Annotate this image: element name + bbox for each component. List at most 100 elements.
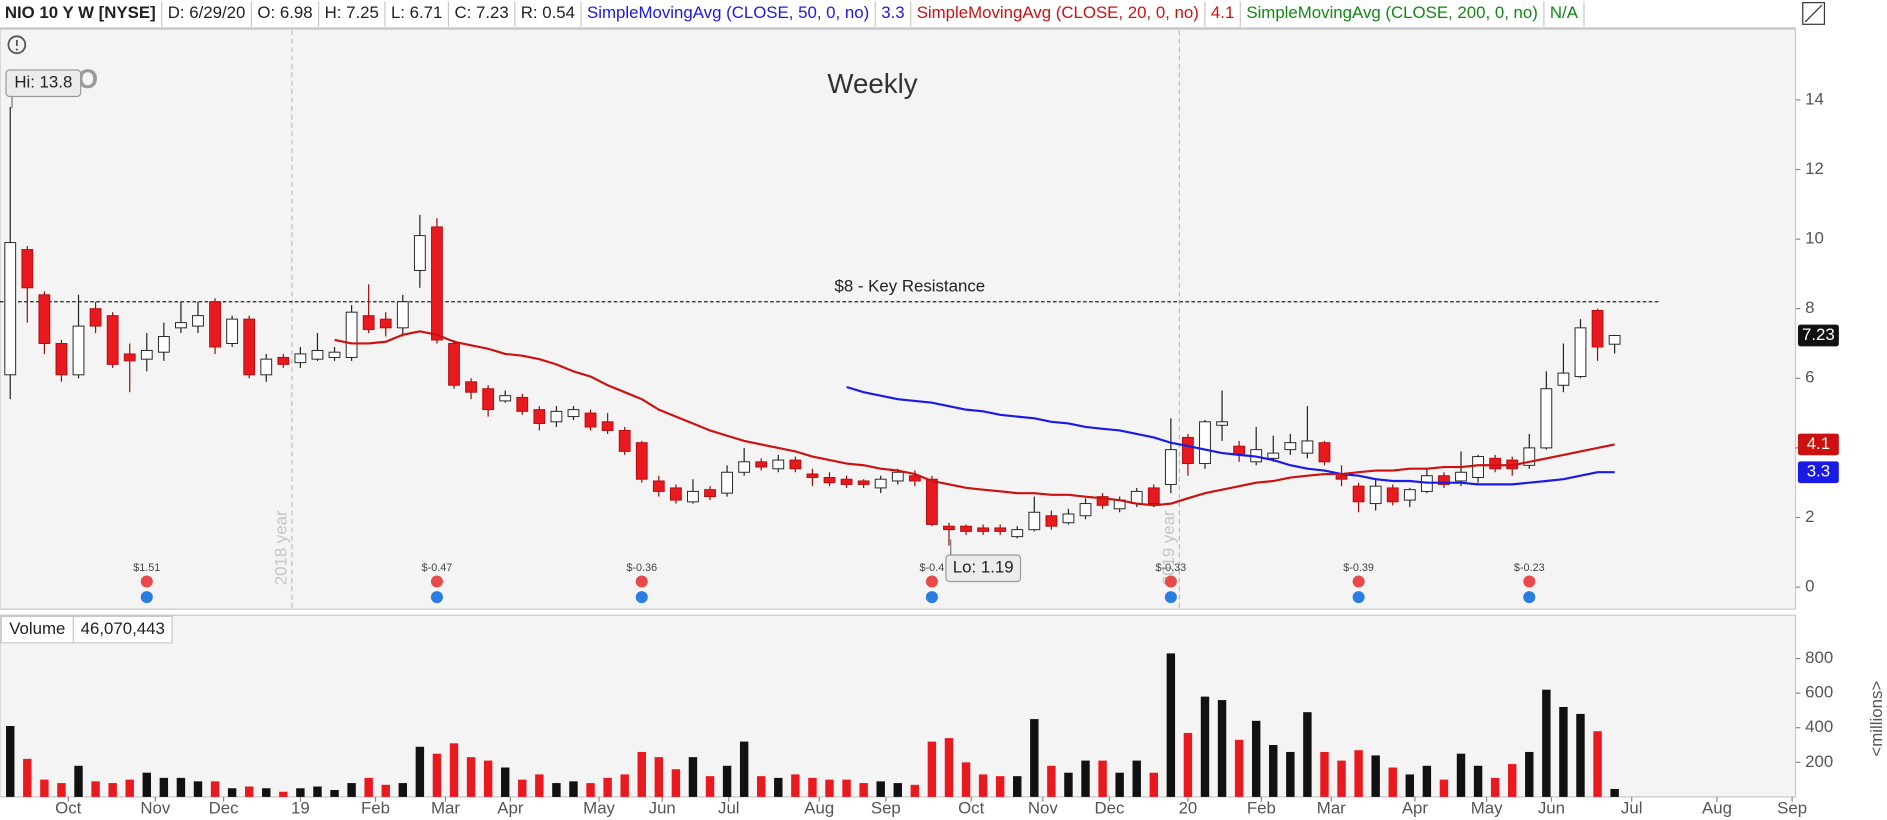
event-icon xyxy=(1352,591,1365,604)
x-tick-label: Mar xyxy=(431,798,460,817)
hi-box xyxy=(5,69,82,98)
volume-bar xyxy=(176,777,186,797)
volume-label-box xyxy=(0,615,75,644)
settings-icon[interactable] xyxy=(1802,2,1826,25)
volume-bar xyxy=(586,783,595,797)
volume-bar xyxy=(23,758,32,797)
volume-bar xyxy=(1200,696,1210,797)
volume-bar xyxy=(876,781,885,797)
candle-body xyxy=(72,325,85,376)
year-label: 2019 year xyxy=(1159,510,1178,585)
volume-bar xyxy=(1490,777,1500,797)
y-tick-label: 8 xyxy=(1805,298,1814,317)
volume-bar xyxy=(125,779,134,797)
candle-body xyxy=(1301,440,1314,454)
earnings-icon xyxy=(925,575,938,588)
candle-body xyxy=(1574,327,1587,378)
volume-bar xyxy=(535,774,544,797)
volume-bar xyxy=(1098,760,1107,797)
candle-body xyxy=(1284,442,1297,451)
volume-bar xyxy=(432,753,442,797)
volume-bar xyxy=(227,788,237,797)
x-tick-label: Apr xyxy=(497,798,524,817)
candle-body xyxy=(175,322,187,329)
candle-body xyxy=(1403,489,1416,501)
volume-bar xyxy=(910,784,920,797)
header-title: NIO 10 Y W [NYSE] xyxy=(5,3,156,22)
volume-bar xyxy=(637,751,646,797)
lo-box xyxy=(945,554,1022,583)
candle-body xyxy=(1216,421,1228,426)
candle-body xyxy=(755,461,768,468)
volume-bar xyxy=(1132,760,1141,797)
candle-body xyxy=(396,301,409,329)
volume-bar xyxy=(262,788,271,797)
candle-body xyxy=(38,294,51,344)
candle-body xyxy=(908,475,921,482)
volume-panel xyxy=(0,614,1797,798)
x-tick-label: 19 xyxy=(291,798,310,817)
volume-bar xyxy=(1439,779,1449,797)
moving-average-line xyxy=(846,385,1615,486)
settings-slash xyxy=(1804,4,1823,23)
volume-bar xyxy=(654,757,664,797)
candle-body xyxy=(840,478,853,485)
volume-bar xyxy=(774,777,783,797)
candle-body xyxy=(533,409,546,425)
legend-reading: 4.1 xyxy=(1211,3,1234,22)
candle-body xyxy=(977,527,990,532)
candle-body xyxy=(994,527,1007,532)
candle-body xyxy=(1079,503,1092,517)
earnings-label: $1.51 xyxy=(133,562,160,574)
candle-body xyxy=(89,308,102,327)
x-tick-label: 20 xyxy=(1179,798,1198,817)
candle-body xyxy=(1472,456,1484,478)
settings-box[interactable] xyxy=(1802,2,1826,25)
volume-bar xyxy=(279,791,288,797)
candle-body xyxy=(789,459,802,470)
volume-bar xyxy=(1234,739,1244,797)
volume-bar xyxy=(1286,751,1295,797)
volume-bar xyxy=(808,777,817,797)
volume-bar xyxy=(620,774,629,797)
legend-entry: SimpleMovingAvg (CLOSE, 50, 0, no) xyxy=(587,3,869,22)
candle-body xyxy=(652,480,665,492)
x-tick-label: May xyxy=(1471,798,1503,817)
volume-bar xyxy=(1610,788,1619,797)
candle-body xyxy=(687,490,699,503)
x-tick-label: Dec xyxy=(1094,798,1124,817)
candle-body xyxy=(1369,485,1382,505)
volume-bar xyxy=(364,777,373,797)
candle-body xyxy=(806,473,819,478)
volume-bar xyxy=(296,788,305,797)
candle-body xyxy=(413,235,426,271)
candle-body xyxy=(1062,513,1075,524)
volume-bar xyxy=(1576,713,1585,797)
candle-body xyxy=(1164,449,1177,485)
candle-body xyxy=(1540,388,1553,449)
x-tick-label: Jun xyxy=(649,798,676,817)
x-tick-label: Dec xyxy=(209,798,239,817)
volume-bar xyxy=(91,781,100,797)
header-reading: C: 7.23 xyxy=(454,3,508,22)
volume-bar xyxy=(1166,653,1176,797)
candle-body xyxy=(943,525,955,531)
legend-reading: N/A xyxy=(1550,3,1579,22)
volume-bar xyxy=(688,757,698,797)
event-icon xyxy=(925,591,938,604)
volume-bar xyxy=(1217,700,1227,797)
volume-bar xyxy=(1115,772,1124,797)
volume-bar xyxy=(1064,772,1073,797)
x-tick-label: Sep xyxy=(1777,798,1807,817)
x-tick-label: Oct xyxy=(55,798,82,817)
candle-body xyxy=(926,478,938,525)
candle-body xyxy=(1489,457,1502,470)
candle-body xyxy=(891,471,904,482)
volume-bar xyxy=(944,738,954,797)
volume-bar xyxy=(739,741,749,797)
candle-body xyxy=(1352,485,1365,503)
earnings-label: $-0.33 xyxy=(1156,562,1187,574)
x-tick-label: Oct xyxy=(958,798,985,817)
volume-reading: 46,070,443 xyxy=(81,619,165,638)
candle-body xyxy=(192,315,204,327)
